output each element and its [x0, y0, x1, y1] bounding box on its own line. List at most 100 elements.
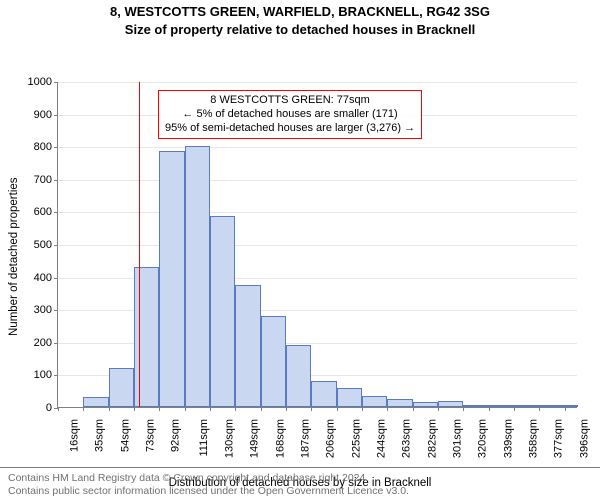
annotation-line: 8 WESTCOTTS GREEN: 77sqm — [165, 94, 415, 108]
grid-line — [58, 212, 577, 213]
histogram-bar — [185, 146, 210, 407]
y-tick-label: 100 — [34, 369, 52, 381]
y-tick-mark — [54, 147, 58, 148]
y-tick-label: 300 — [34, 304, 52, 316]
x-tick-mark — [134, 407, 135, 411]
x-tick-mark — [337, 407, 338, 411]
y-tick-label: 600 — [34, 206, 52, 218]
plot-area: 010020030040050060070080090010008 WESTCO… — [57, 82, 577, 408]
grid-line — [58, 82, 577, 83]
x-tick-mark — [286, 407, 287, 411]
y-tick-mark — [54, 375, 58, 376]
y-tick-mark — [54, 310, 58, 311]
histogram-bar — [83, 397, 108, 407]
x-tick-label: 92sqm — [170, 419, 182, 452]
histogram-bar — [261, 316, 286, 407]
grid-line — [58, 245, 577, 246]
y-tick-label: 400 — [34, 272, 52, 284]
x-tick-label: 320sqm — [477, 419, 489, 458]
x-tick-label: 339sqm — [502, 419, 514, 458]
x-tick-mark — [311, 407, 312, 411]
annotation-line: 95% of semi-detached houses are larger (… — [165, 122, 415, 136]
y-tick-label: 500 — [34, 239, 52, 251]
x-tick-label: 282sqm — [426, 419, 438, 458]
property-marker-line — [139, 82, 140, 407]
x-tick-label: 263sqm — [401, 419, 413, 458]
x-tick-mark — [362, 407, 363, 411]
y-tick-label: 0 — [46, 402, 52, 414]
histogram-bar — [311, 381, 336, 407]
x-tick-label: 54sqm — [119, 419, 131, 452]
histogram-bar — [463, 405, 488, 407]
y-tick-label: 1000 — [28, 76, 52, 88]
y-tick-label: 800 — [34, 141, 52, 153]
y-tick-mark — [54, 278, 58, 279]
y-tick-label: 900 — [34, 109, 52, 121]
x-tick-label: 168sqm — [274, 419, 286, 458]
annotation-box: 8 WESTCOTTS GREEN: 77sqm← 5% of detached… — [158, 90, 422, 139]
histogram-bar — [210, 216, 235, 407]
x-tick-mark — [210, 407, 211, 411]
x-tick-mark — [387, 407, 388, 411]
y-tick-mark — [54, 343, 58, 344]
footer-line-2: Contains public sector information licen… — [8, 485, 592, 498]
x-tick-mark — [413, 407, 414, 411]
histogram-bar — [159, 151, 184, 407]
x-tick-label: 301sqm — [452, 419, 464, 458]
x-tick-label: 358sqm — [528, 419, 540, 458]
histogram-bar — [109, 368, 134, 407]
x-tick-label: 16sqm — [69, 419, 81, 452]
histogram-bar — [337, 388, 362, 408]
x-tick-label: 396sqm — [578, 419, 590, 458]
x-tick-mark — [185, 407, 186, 411]
histogram-bar — [235, 285, 260, 407]
x-tick-label: 149sqm — [249, 419, 261, 458]
x-tick-mark — [83, 407, 84, 411]
x-tick-label: 35sqm — [94, 419, 106, 452]
chart-title-block: 8, WESTCOTTS GREEN, WARFIELD, BRACKNELL,… — [0, 0, 600, 38]
x-tick-mark — [159, 407, 160, 411]
histogram-bar — [438, 401, 463, 407]
x-tick-label: 111sqm — [197, 419, 209, 457]
histogram-bar — [286, 345, 311, 407]
histogram-bar — [565, 405, 578, 407]
title-line-1: 8, WESTCOTTS GREEN, WARFIELD, BRACKNELL,… — [0, 3, 600, 21]
histogram-bar — [134, 267, 159, 407]
grid-line — [58, 180, 577, 181]
x-tick-label: 130sqm — [224, 419, 236, 458]
x-tick-mark — [438, 407, 439, 411]
histogram-bar — [489, 405, 514, 407]
y-tick-mark — [54, 212, 58, 213]
histogram-bar — [362, 396, 387, 407]
y-tick-mark — [54, 245, 58, 246]
title-line-2: Size of property relative to detached ho… — [0, 21, 600, 39]
x-tick-mark — [58, 407, 59, 411]
histogram-bar — [514, 405, 539, 407]
x-tick-mark — [235, 407, 236, 411]
x-tick-mark — [463, 407, 464, 411]
x-tick-label: 73sqm — [145, 419, 157, 452]
x-tick-mark — [539, 407, 540, 411]
annotation-line: ← 5% of detached houses are smaller (171… — [165, 108, 415, 122]
y-tick-mark — [54, 180, 58, 181]
x-tick-mark — [261, 407, 262, 411]
x-tick-mark — [109, 407, 110, 411]
x-tick-label: 225sqm — [350, 419, 362, 458]
y-axis-label: Number of detached properties — [8, 178, 20, 337]
histogram-bar — [413, 402, 438, 407]
attribution-footer: Contains HM Land Registry data © Crown c… — [0, 467, 600, 500]
histogram-bar — [539, 405, 564, 407]
grid-line — [58, 147, 577, 148]
x-tick-label: 206sqm — [325, 419, 337, 458]
y-tick-mark — [54, 82, 58, 83]
histogram-bar — [387, 399, 412, 407]
x-tick-label: 244sqm — [376, 419, 388, 458]
y-tick-label: 700 — [34, 174, 52, 186]
x-tick-mark — [514, 407, 515, 411]
y-tick-mark — [54, 115, 58, 116]
x-tick-mark — [489, 407, 490, 411]
y-tick-label: 200 — [34, 337, 52, 349]
x-tick-label: 377sqm — [553, 419, 565, 458]
x-tick-mark — [565, 407, 566, 411]
x-tick-label: 187sqm — [300, 419, 312, 458]
